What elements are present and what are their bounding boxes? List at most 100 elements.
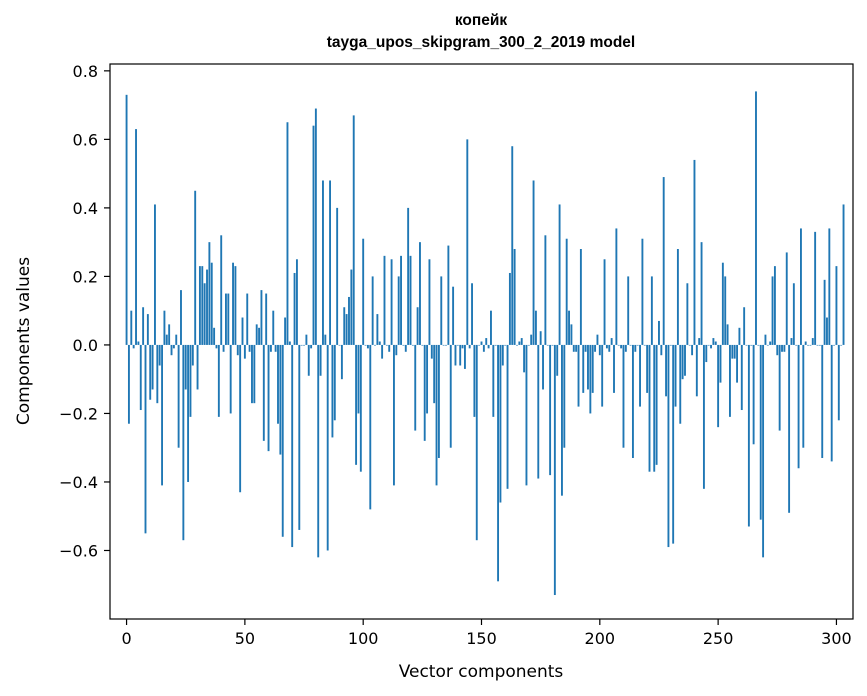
bar (807, 344, 809, 346)
bar (537, 344, 540, 479)
bar (421, 344, 424, 346)
bar (348, 296, 350, 345)
bar (463, 344, 466, 369)
bar (698, 338, 701, 345)
bar (731, 344, 734, 359)
bar (738, 327, 741, 345)
bar (388, 344, 391, 352)
bar (631, 344, 634, 458)
bar-series (125, 91, 845, 596)
bar (639, 344, 641, 407)
bar (605, 344, 608, 349)
bar (705, 344, 708, 363)
y-tick-label: 0.6 (73, 130, 98, 149)
bar (243, 344, 246, 359)
bar (568, 310, 570, 345)
bar (400, 255, 402, 345)
bar (156, 344, 159, 404)
bar (766, 344, 769, 346)
bar (721, 262, 724, 345)
bar (615, 228, 618, 345)
bar (516, 344, 518, 346)
y-axis-label: Components values (14, 257, 34, 425)
bar (601, 344, 604, 407)
bar (830, 344, 833, 462)
bar (556, 344, 559, 376)
bar (549, 344, 552, 476)
bar (665, 344, 668, 397)
bar (669, 344, 672, 346)
bar (584, 344, 587, 352)
bar (499, 344, 502, 503)
bar (648, 344, 651, 472)
bar (707, 344, 710, 346)
bar (655, 344, 658, 465)
bar (210, 262, 213, 345)
bar (542, 344, 544, 390)
x-tick-label: 0 (121, 629, 131, 648)
x-tick-label: 300 (821, 629, 852, 648)
bar (662, 177, 665, 345)
bar (676, 249, 679, 345)
bar (530, 334, 533, 345)
x-tick-label: 150 (466, 629, 497, 648)
bar (279, 344, 282, 455)
bar (596, 334, 599, 345)
y-tick-label: −0.6 (59, 541, 98, 560)
bar (385, 344, 388, 346)
bar (802, 344, 805, 448)
bar (362, 238, 365, 345)
bar (504, 344, 507, 346)
bar (575, 344, 578, 352)
bar (220, 235, 223, 345)
bar (624, 344, 627, 352)
bar (762, 344, 765, 558)
bar (267, 344, 270, 452)
bar (154, 204, 156, 345)
bar (338, 344, 341, 346)
y-tick-label: 0.2 (73, 267, 98, 286)
bar (324, 334, 327, 345)
bar (684, 344, 686, 376)
bar (490, 310, 492, 345)
bar (175, 334, 178, 345)
bar (163, 310, 166, 345)
bar (127, 344, 130, 424)
bar (636, 344, 639, 346)
bar (792, 283, 795, 345)
bar (343, 307, 346, 345)
bar (371, 276, 374, 345)
bar (487, 344, 490, 349)
bar (248, 344, 251, 352)
bar (125, 94, 128, 345)
bar (272, 310, 275, 345)
bar (130, 310, 133, 345)
bar (641, 238, 644, 345)
bar (781, 344, 783, 352)
bar (497, 344, 500, 582)
bar (752, 344, 755, 445)
bar (821, 344, 824, 458)
bar (755, 91, 757, 345)
bar (426, 344, 429, 414)
bar (428, 259, 431, 345)
bar (253, 344, 256, 404)
bar (390, 259, 393, 345)
bar (161, 344, 163, 486)
bar (336, 207, 339, 345)
bar (364, 344, 367, 346)
bar (613, 344, 615, 393)
bar (835, 266, 838, 345)
bar (563, 344, 566, 448)
bar (298, 344, 301, 530)
bar (558, 204, 561, 345)
bar (182, 344, 185, 541)
bar (679, 344, 682, 424)
bar (393, 344, 395, 486)
bar (260, 290, 263, 345)
bar (811, 338, 814, 345)
bar (172, 344, 175, 349)
bar (842, 204, 845, 345)
bar (778, 344, 781, 431)
bar (525, 344, 528, 486)
